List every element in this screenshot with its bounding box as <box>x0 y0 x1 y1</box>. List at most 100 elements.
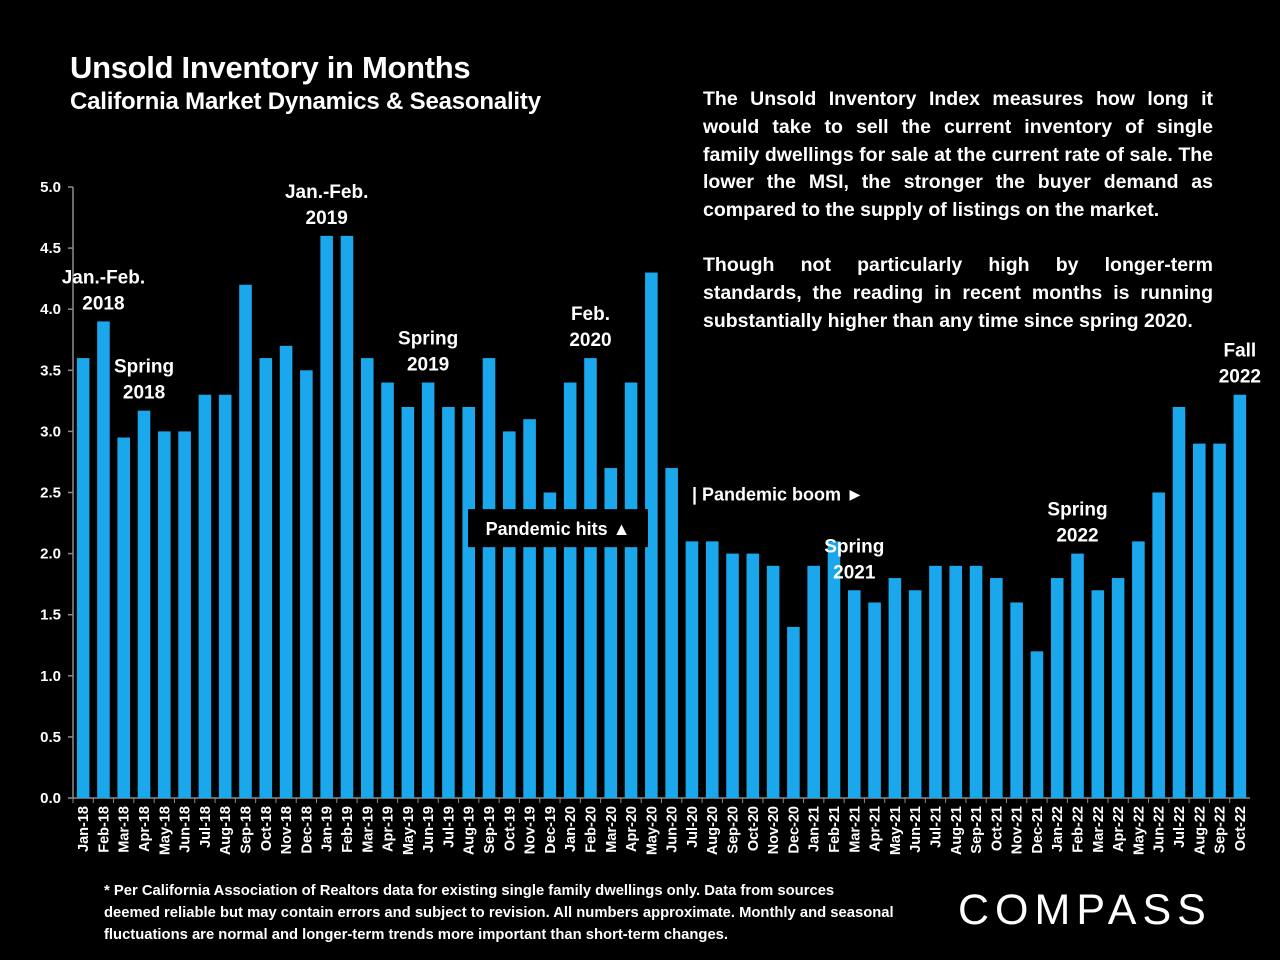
x-tick-label: Nov-18 <box>279 806 295 854</box>
annotation-label: Spring <box>1047 500 1107 521</box>
x-tick-label: Sep-18 <box>238 806 254 854</box>
bar-nov-21 <box>1010 602 1023 798</box>
x-tick-label: Jun-20 <box>665 806 681 853</box>
x-tick-label: Oct-18 <box>259 806 275 851</box>
page-subtitle: California Market Dynamics & Seasonality <box>70 88 541 115</box>
annotation-label: 2018 <box>123 383 165 404</box>
x-tick-label: Apr-20 <box>624 806 640 852</box>
annotation-label: 2021 <box>833 562 876 583</box>
x-tick-label: Mar-19 <box>360 806 376 853</box>
bar-jan-22 <box>1050 578 1064 798</box>
x-tick-label: Jul-21 <box>928 806 944 848</box>
annotation-label: 2019 <box>306 208 348 229</box>
x-tick-label: Sep-19 <box>482 806 498 854</box>
bar-feb-18 <box>97 321 110 798</box>
chart-labels: Jan-18 Feb-18 Mar-18 Apr-18 May-18 Jun-18 Jul-… <box>76 806 1249 855</box>
chart-annotations: Jan.-Feb. 2018 Spring 2018 Jan.-Feb. 2019 Spri… <box>62 182 1261 583</box>
bar-oct-18 <box>259 358 273 798</box>
bar-apr-21 <box>868 602 881 798</box>
chart-axes: 0.0 0.5 1.0 1.5 2.0 2.5 3.0 3.5 4.0 4.5 5.0 <box>40 179 1250 807</box>
bar-dec-21 <box>1030 651 1044 798</box>
x-tick-label: May-19 <box>401 806 417 855</box>
x-tick-label: Mar-21 <box>847 806 863 853</box>
annotation-label: Fall <box>1223 341 1256 362</box>
x-tick-label: Mar-20 <box>604 806 620 853</box>
x-tick-label: Apr-18 <box>137 806 153 852</box>
annotation-label: 2020 <box>569 330 611 351</box>
y-tick-label: 3.5 <box>40 362 61 379</box>
annotation-label: Spring <box>824 536 884 557</box>
bar-jul-22 <box>1172 406 1186 798</box>
x-tick-label: Sep-22 <box>1213 806 1229 854</box>
x-tick-label: Dec-20 <box>786 806 802 854</box>
x-tick-label: Jul-22 <box>1172 806 1188 848</box>
bar-feb-22 <box>1071 553 1084 798</box>
x-tick-label: Nov-20 <box>766 806 782 854</box>
bar-aug-21 <box>949 565 963 798</box>
annotation-label: 2022 <box>1219 367 1261 388</box>
bar-jun-21 <box>908 590 922 798</box>
x-tick-label: Feb-22 <box>1071 806 1087 853</box>
bar-sep-19 <box>482 358 496 798</box>
bar-may-18 <box>158 431 171 798</box>
bar-may-22 <box>1132 541 1145 798</box>
x-tick-label: Aug-20 <box>705 806 721 855</box>
annotation-label: Spring <box>114 357 174 378</box>
bar-dec-20 <box>787 626 800 798</box>
bar-jan-21 <box>807 565 820 798</box>
y-tick-label: 1.0 <box>40 668 61 685</box>
x-tick-label: Aug-19 <box>462 806 478 855</box>
y-tick-label: 5.0 <box>40 179 61 196</box>
pandemic-boom-box <box>685 478 878 511</box>
y-tick-label: 4.5 <box>40 240 61 257</box>
annotation-label: 2018 <box>82 293 124 314</box>
footnote: * Per California Association of Realtors… <box>104 883 894 943</box>
bar-oct-22 <box>1233 394 1247 798</box>
x-tick-label: Oct-19 <box>502 806 518 851</box>
annotation-label: Jan.-Feb. <box>285 182 368 203</box>
annotation-label: Jan.-Feb. <box>62 267 145 288</box>
bar-jan-19 <box>320 235 333 798</box>
bar-oct-21 <box>990 578 1003 798</box>
y-tick-label: 2.5 <box>40 485 61 502</box>
x-tick-label: May-18 <box>157 806 173 855</box>
bar-sep-18 <box>239 284 252 798</box>
bar-aug-18 <box>218 394 232 798</box>
bar-may-19 <box>401 406 415 798</box>
annotation-label: 2022 <box>1056 526 1098 547</box>
bar-nov-18 <box>279 345 293 798</box>
x-tick-label: May-20 <box>644 806 660 855</box>
x-tick-label: Mar-22 <box>1091 806 1107 853</box>
bar-apr-20 <box>624 382 638 798</box>
x-tick-label: Feb-18 <box>96 806 112 853</box>
x-tick-label: Apr-19 <box>381 806 397 852</box>
y-tick-label: 1.5 <box>40 607 61 624</box>
x-tick-label: Mar-18 <box>117 806 133 853</box>
bar-jan-18 <box>76 358 90 798</box>
bar-aug-20 <box>705 541 719 798</box>
x-tick-label: Oct-22 <box>1233 806 1249 851</box>
bar-jun-20 <box>665 468 678 798</box>
x-tick-label: Nov-21 <box>1010 806 1026 854</box>
bar-apr-19 <box>381 382 394 798</box>
bar-mar-19 <box>360 358 374 798</box>
bar-feb-21 <box>827 541 841 798</box>
x-tick-label: Apr-22 <box>1111 806 1127 852</box>
bar-mar-22 <box>1091 590 1105 798</box>
bar-dec-19 <box>543 492 557 798</box>
annotation-label: 2019 <box>407 355 449 376</box>
x-tick-label: Jan-20 <box>563 806 579 852</box>
bar-jun-18 <box>178 431 191 798</box>
bar-oct-20 <box>746 553 760 798</box>
x-tick-label: Apr-21 <box>868 806 884 852</box>
x-tick-label: Jun-18 <box>178 806 194 853</box>
x-tick-label: Aug-21 <box>949 806 965 855</box>
x-tick-label: Jun-19 <box>421 806 437 853</box>
bar-feb-20 <box>584 358 597 798</box>
x-tick-label: Jul-19 <box>441 806 457 848</box>
bar-sep-22 <box>1213 443 1226 798</box>
logo-text: COMPASS <box>958 886 1212 934</box>
x-tick-label: Jul-20 <box>685 806 701 848</box>
x-tick-label: Dec-18 <box>299 806 315 854</box>
